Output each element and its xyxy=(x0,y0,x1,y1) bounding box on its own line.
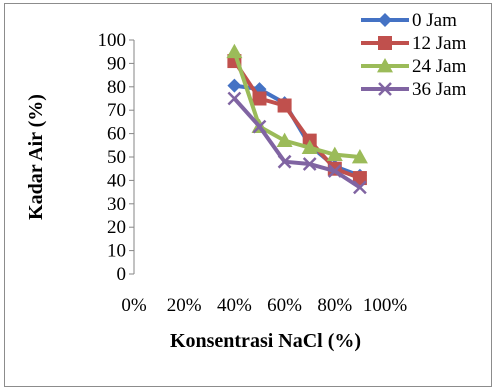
legend-label: 24 Jam xyxy=(412,56,467,77)
y-tick-label: 50 xyxy=(107,147,126,168)
x-marker xyxy=(378,82,392,96)
x-tick-label: 40% xyxy=(217,295,252,316)
legend-item: 36 Jam xyxy=(361,79,467,100)
triangle-marker xyxy=(351,149,368,164)
legend-label: 0 Jam xyxy=(412,10,457,31)
y-tick-label: 10 xyxy=(107,241,126,262)
legend-item: 0 Jam xyxy=(361,10,457,31)
legend-label: 36 Jam xyxy=(412,79,467,100)
x-tick-labels: 0% 20% 40% 60% 80% 100% xyxy=(121,295,407,316)
x-tick-label: 80% xyxy=(317,295,352,316)
triangle-marker xyxy=(326,146,343,162)
diamond-marker xyxy=(227,78,242,93)
triangle-marker xyxy=(301,139,318,155)
x-tick-label: 60% xyxy=(267,295,302,316)
y-tick-label: 40 xyxy=(107,170,126,191)
square-marker xyxy=(352,171,367,186)
legend-label: 12 Jam xyxy=(412,33,467,54)
triangle-marker xyxy=(377,58,393,73)
y-tick-label: 30 xyxy=(107,194,126,215)
legend-item: 24 Jam xyxy=(361,56,467,77)
y-tick-label: 70 xyxy=(107,100,126,121)
x-tick-label: 0% xyxy=(121,295,147,316)
y-tick-label: 100 xyxy=(98,30,127,51)
chart-area: 0 10 20 30 40 50 60 70 80 90 100 0% 20% 40% 60% 80% 100… xyxy=(4,3,492,387)
x-marker xyxy=(227,91,242,106)
series-1 xyxy=(227,54,367,186)
diamond-marker xyxy=(378,13,392,27)
y-axis-title: Kadar Air (%) xyxy=(25,94,47,220)
x-axis-title: Konsentrasi NaCl (%) xyxy=(170,330,361,352)
series-line xyxy=(232,51,361,159)
x-marker xyxy=(302,157,317,171)
x-tick-label: 20% xyxy=(167,295,202,316)
x-marker xyxy=(252,119,267,134)
square-marker xyxy=(378,36,392,50)
y-tick-label: 0 xyxy=(117,264,127,285)
y-tick-label: 20 xyxy=(107,217,126,238)
triangle-marker xyxy=(276,132,293,148)
y-tick-label: 80 xyxy=(107,77,126,98)
legend-item: 12 Jam xyxy=(361,33,467,54)
x-marker xyxy=(277,154,292,169)
x-marker xyxy=(327,164,342,178)
y-tick-label: 60 xyxy=(107,124,126,145)
x-marker xyxy=(353,180,367,195)
y-tick-label: 90 xyxy=(107,53,126,74)
square-marker xyxy=(277,98,292,113)
square-marker xyxy=(252,91,267,106)
series-2 xyxy=(226,43,368,164)
series-group xyxy=(226,43,368,195)
series-3 xyxy=(227,91,367,195)
triangle-marker xyxy=(226,43,243,59)
x-tick-label: 100% xyxy=(363,295,408,316)
